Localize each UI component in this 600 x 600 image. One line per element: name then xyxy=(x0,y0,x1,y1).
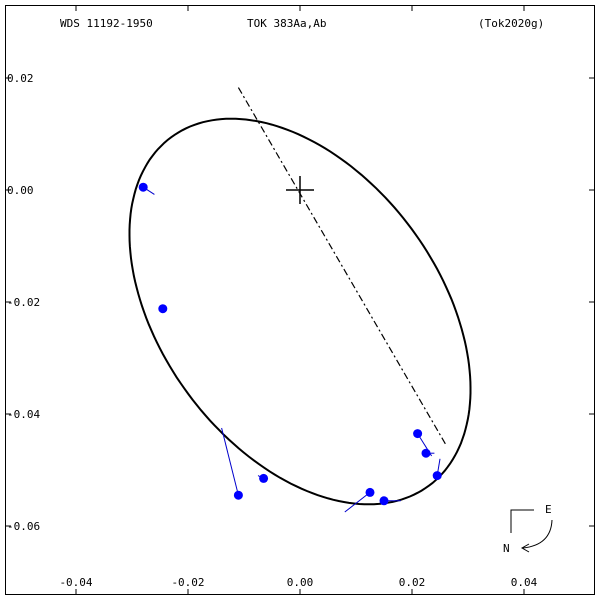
observation-point xyxy=(379,496,389,506)
x-tick-label: -0.02 xyxy=(171,576,204,589)
axis-tick-labels: -0.04 -0.02 0.00 0.02 0.04 0.02 0.00 -0.02 -0.04… xyxy=(7,72,538,589)
y-tick-label: -0.06 xyxy=(7,520,40,533)
line-of-nodes xyxy=(237,87,447,445)
residual-lines xyxy=(142,186,441,513)
residual-line xyxy=(221,427,239,496)
compass-east-label: E xyxy=(545,503,552,516)
y-tick-label: 0.00 xyxy=(7,184,34,197)
orbit-ellipse xyxy=(128,117,472,506)
x-tick-label: 0.00 xyxy=(287,576,314,589)
compass-axes xyxy=(510,509,534,533)
y-tick-label: 0.02 xyxy=(7,72,34,85)
compass-arrow-head xyxy=(520,543,530,553)
y-tick-label: -0.02 xyxy=(7,296,40,309)
axis-ticks xyxy=(5,5,595,595)
observation-point xyxy=(259,473,269,483)
observation-point xyxy=(413,429,423,439)
observation-point xyxy=(365,487,375,497)
observation-point xyxy=(158,304,168,314)
header-left: WDS 11192-1950 xyxy=(60,17,153,30)
x-tick-label: 0.04 xyxy=(511,576,538,589)
y-tick-label: -0.04 xyxy=(7,408,40,421)
observation-points xyxy=(138,182,442,506)
x-tick-label: -0.04 xyxy=(59,576,92,589)
residual-line xyxy=(344,492,371,513)
observation-point xyxy=(421,448,431,458)
header-right: (Tok2020g) xyxy=(478,17,544,30)
primary-star-marker xyxy=(286,176,314,204)
compass-arrow-arc xyxy=(522,519,553,549)
observation-point xyxy=(138,182,148,192)
plot-frame xyxy=(5,5,595,595)
compass-rose: E N xyxy=(503,503,553,555)
observation-point xyxy=(233,490,243,500)
compass-north-label: N xyxy=(503,542,510,555)
header-center: TOK 383Aa,Ab xyxy=(247,17,326,30)
x-tick-label: 0.02 xyxy=(399,576,426,589)
observation-point xyxy=(432,471,442,481)
